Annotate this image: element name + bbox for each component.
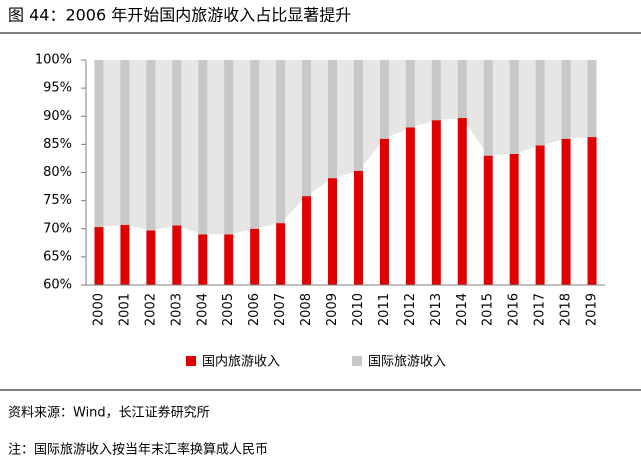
y-tick-label: 75% [43,193,72,208]
bar-segment [250,60,260,229]
note: 注：国际旅游收入按当年末汇率换算成人民币 [8,442,268,458]
y-tick-label: 100% [35,53,72,68]
bar-segment [276,223,286,285]
bar-segment [172,225,182,285]
bar-segment [405,127,415,285]
x-tick-label: 2004 [195,293,210,326]
x-tick-label: 2019 [585,293,600,326]
y-tick-label: 80% [43,165,72,180]
bar-segment [431,120,441,285]
x-tick-label: 2015 [481,293,496,326]
bar-segment [535,60,545,146]
x-tick-label: 2012 [403,293,418,326]
bar-segment [276,60,286,224]
bar-segment [483,155,493,285]
x-tick-label: 2018 [559,293,574,326]
bar-segment [302,60,312,197]
x-tick-label: 2017 [533,293,548,326]
x-tick-label: 2001 [117,293,132,326]
y-tick-label: 70% [43,221,72,236]
x-tick-label: 2009 [325,293,340,326]
bar-segment [509,153,519,285]
bar-segment [198,60,208,235]
bar-segment [405,60,415,128]
bar-segment [224,60,234,235]
y-tick-label: 90% [43,109,72,124]
legend-swatch [352,356,362,366]
bar-segment [328,178,338,285]
bar-segment [353,170,363,285]
bar-segment [587,60,597,138]
bar-segment [561,60,571,139]
chart-title: 图 44：2006 年开始国内旅游收入占比显著提升 [8,6,351,25]
x-tick-label: 2013 [429,293,444,326]
bar-segment [172,60,182,226]
bar-segment [146,230,156,285]
bar-segment [198,234,208,285]
legend-swatch [186,356,196,366]
source: 资料来源：Wind，长江证券研究所 [8,405,210,421]
x-tick-label: 2008 [299,293,314,326]
y-tick-label: 60% [43,278,72,293]
x-tick-label: 2007 [273,293,288,326]
bar-segment [587,137,597,285]
bar-segment [224,234,234,285]
bar-segment [94,60,104,228]
bar-segment [379,138,389,285]
bar-segment [146,60,156,231]
y-tick-label: 95% [43,81,72,96]
bar-segment [457,117,467,285]
bar-segment [250,228,260,285]
x-tick-label: 2006 [247,293,262,326]
x-tick-label: 2003 [169,293,184,326]
bar-segment [483,60,493,156]
x-tick-label: 2016 [507,293,522,326]
y-tick-label: 65% [43,249,72,264]
bar-segment [535,145,545,285]
shade-area [98,60,593,235]
x-tick-label: 2011 [377,293,392,326]
x-tick-label: 2010 [351,293,366,326]
x-tick-label: 2002 [143,293,158,326]
bar-segment [328,60,338,179]
legend-label: 国内旅游收入 [202,354,280,370]
bar-segment [94,227,104,285]
legend-label: 国际旅游收入 [368,355,446,370]
bar-segment [561,138,571,285]
bar-segment [431,60,441,121]
x-tick-label: 2005 [221,293,236,326]
bar-segment [353,60,363,171]
bar-segment [120,224,130,285]
bar-segment [509,60,519,154]
bar-segment [457,60,467,118]
x-tick-label: 2014 [455,293,470,326]
bar-segment [120,60,130,225]
bar-segment [379,60,389,139]
y-tick-label: 85% [43,137,72,152]
x-tick-label: 2000 [91,293,106,326]
bar-segment [302,196,312,285]
